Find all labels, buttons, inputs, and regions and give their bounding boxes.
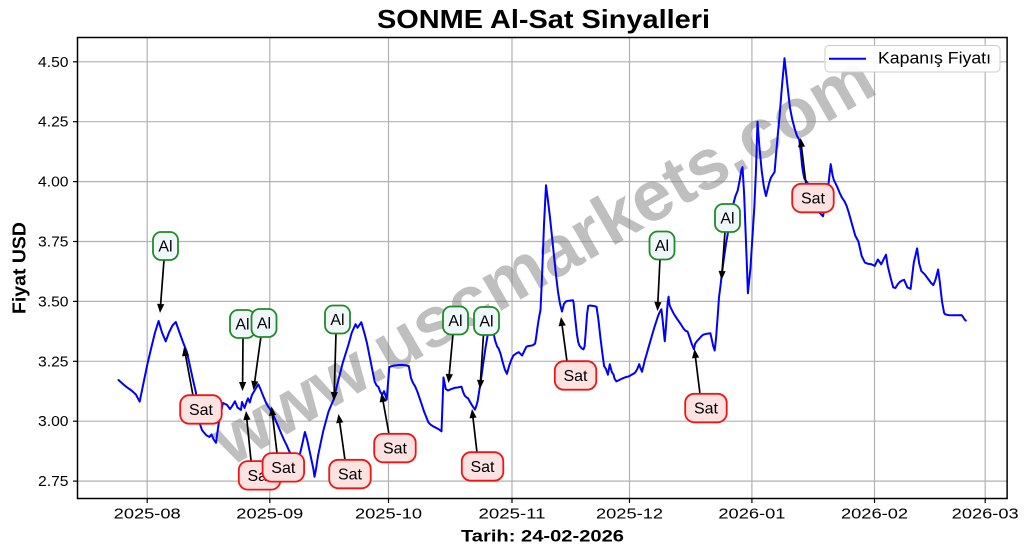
svg-text:4.50: 4.50 (38, 55, 69, 71)
svg-text:Sat: Sat (470, 459, 495, 476)
svg-text:3.75: 3.75 (38, 235, 69, 251)
svg-text:2025-12: 2025-12 (596, 507, 663, 523)
svg-text:Sat: Sat (338, 467, 363, 484)
svg-text:SONME Al-Sat Sinyalleri: SONME Al-Sat Sinyalleri (377, 4, 710, 34)
svg-text:2025-11: 2025-11 (479, 507, 546, 523)
svg-text:3.00: 3.00 (38, 414, 69, 430)
svg-text:Al: Al (479, 314, 493, 331)
svg-text:Fiyat USD: Fiyat USD (10, 222, 30, 314)
svg-text:2025-10: 2025-10 (355, 507, 422, 523)
svg-text:3.50: 3.50 (38, 294, 69, 310)
svg-text:2.75: 2.75 (38, 474, 69, 490)
svg-text:Al: Al (448, 313, 462, 330)
svg-text:Al: Al (158, 239, 172, 256)
svg-text:2025-09: 2025-09 (236, 507, 303, 523)
svg-text:2025-08: 2025-08 (114, 507, 181, 523)
svg-text:2026-01: 2026-01 (718, 507, 785, 523)
svg-text:Al: Al (257, 316, 271, 333)
svg-text:3.25: 3.25 (38, 354, 69, 370)
svg-text:Sat: Sat (271, 460, 296, 477)
svg-text:Sat: Sat (383, 441, 408, 458)
svg-text:Al: Al (235, 317, 249, 334)
svg-text:Kapanış Fiyatı: Kapanış Fiyatı (878, 49, 991, 68)
svg-text:Sat: Sat (694, 401, 719, 418)
svg-text:Al: Al (330, 312, 344, 329)
svg-text:2026-03: 2026-03 (952, 507, 1019, 523)
svg-text:2026-02: 2026-02 (841, 507, 908, 523)
svg-text:Al: Al (655, 238, 669, 255)
svg-text:Sat: Sat (563, 368, 588, 385)
svg-text:4.25: 4.25 (38, 115, 69, 131)
svg-text:Sat: Sat (189, 402, 214, 419)
svg-text:4.00: 4.00 (38, 175, 69, 191)
svg-text:Al: Al (720, 211, 734, 228)
svg-text:Tarih: 24-02-2026: Tarih: 24-02-2026 (461, 527, 624, 546)
svg-text:Sat: Sat (801, 191, 826, 208)
